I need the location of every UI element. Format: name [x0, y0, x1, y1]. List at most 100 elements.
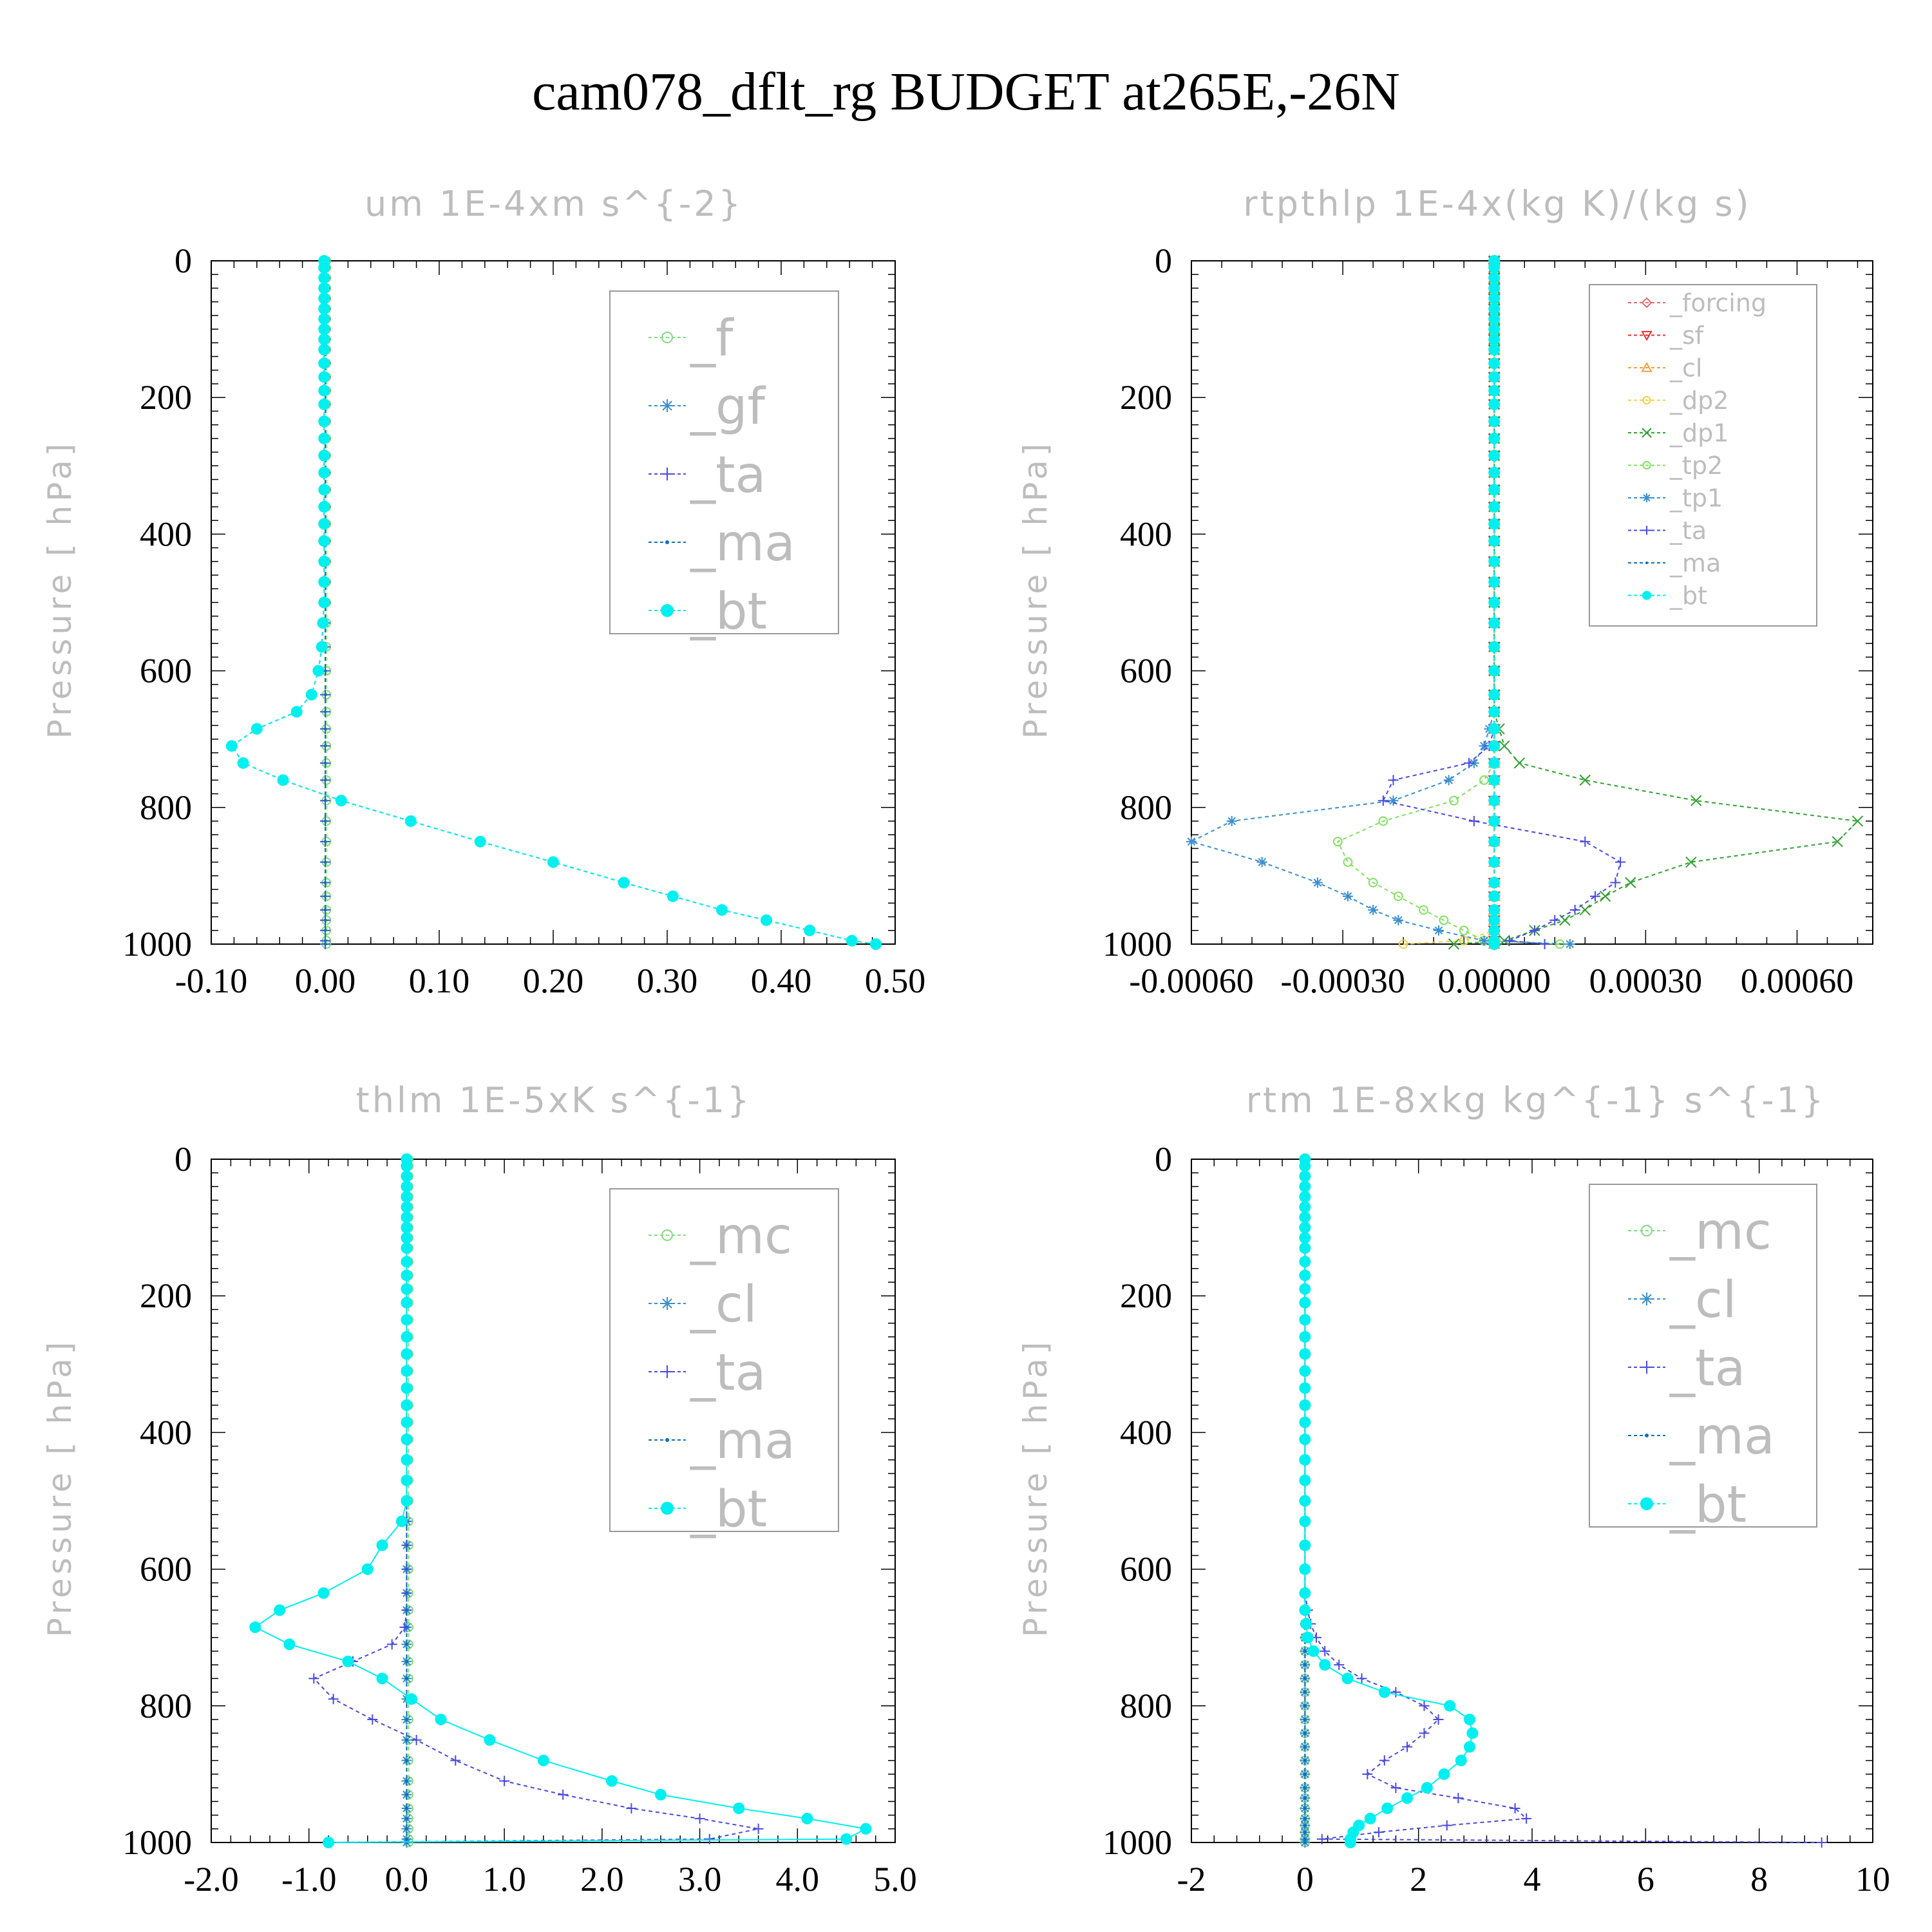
data-point — [1488, 466, 1501, 478]
legend-marker — [1642, 591, 1651, 600]
data-point — [1299, 1180, 1311, 1193]
legend-box — [609, 1188, 839, 1532]
data-point — [1488, 835, 1501, 848]
data-point — [1488, 555, 1501, 567]
data-point — [323, 799, 327, 802]
data-point — [1299, 1211, 1311, 1224]
data-point — [1299, 1269, 1311, 1282]
x-tick-label: -2.0 — [184, 1860, 238, 1899]
legend-marker — [1642, 526, 1651, 535]
data-point — [1488, 371, 1501, 383]
y-tick-label: 0 — [1155, 1140, 1172, 1179]
data-point — [405, 1827, 408, 1831]
x-tick-label: -0.00060 — [1129, 961, 1253, 1000]
data-point — [317, 617, 329, 629]
x-tick-label: -0.00030 — [1280, 961, 1405, 1000]
data-point — [1685, 856, 1697, 868]
data-point — [1307, 1645, 1320, 1657]
data-point — [1488, 500, 1501, 513]
data-point — [1488, 272, 1501, 284]
data-point — [1299, 1191, 1311, 1203]
data-point — [318, 255, 330, 267]
data-point — [323, 727, 327, 731]
x-tick-label: 3.0 — [678, 1860, 722, 1899]
data-point — [1303, 1837, 1307, 1841]
data-point — [1599, 891, 1611, 902]
data-point — [1303, 1718, 1307, 1721]
data-point — [1464, 757, 1475, 768]
data-point — [499, 1776, 510, 1786]
data-point — [1332, 837, 1343, 847]
data-point — [733, 1802, 745, 1814]
data-point — [1312, 877, 1323, 888]
data-point — [323, 929, 327, 933]
data-point — [1381, 1802, 1394, 1814]
data-point — [1488, 890, 1501, 902]
data-point — [1488, 596, 1501, 609]
data-point — [860, 1823, 872, 1835]
data-point — [1504, 935, 1515, 946]
data-point — [1334, 1660, 1345, 1671]
legend-marker — [1641, 297, 1653, 308]
data-point — [323, 1837, 335, 1848]
data-point — [405, 1676, 408, 1680]
data-point — [401, 1434, 413, 1446]
legend-box — [1589, 284, 1817, 627]
data-point — [318, 371, 330, 383]
data-point — [1299, 1153, 1311, 1165]
panel-title: thlm 1E-5xK s^{-1} — [356, 1080, 752, 1121]
data-point — [1299, 1474, 1311, 1486]
data-point — [869, 938, 882, 950]
data-point — [1488, 518, 1501, 530]
data-point — [323, 895, 327, 898]
data-point — [1378, 816, 1388, 826]
data-point — [1444, 1700, 1456, 1712]
panel-um: um 1E-4xm s^{-2} Pressure [ hPa] 0 200 400… — [41, 184, 925, 1000]
data-point — [1510, 1803, 1520, 1814]
data-point — [1299, 1201, 1311, 1213]
data-point — [1488, 357, 1501, 370]
data-point — [1488, 904, 1501, 916]
y-tick-label: 1000 — [122, 925, 192, 963]
data-point — [1299, 1256, 1311, 1268]
data-point — [1390, 1687, 1401, 1698]
y-tick-label: 400 — [140, 515, 192, 553]
data-point — [558, 1789, 569, 1800]
data-point — [1455, 1754, 1467, 1766]
data-point — [1299, 1563, 1311, 1575]
data-point — [694, 1813, 705, 1824]
data-point — [1421, 1782, 1433, 1794]
y-axis-label: Pressure [ hPa] — [1017, 1338, 1054, 1638]
data-point — [1488, 576, 1501, 588]
x-tick-label: 6 — [1637, 1860, 1654, 1899]
data-point — [474, 835, 486, 848]
series-bt — [1299, 1153, 1479, 1848]
data-point — [1299, 1416, 1311, 1428]
data-point — [323, 840, 327, 844]
data-point — [323, 744, 327, 748]
data-point — [405, 1817, 408, 1821]
data-point — [1479, 775, 1489, 785]
legend-label: _cl — [1669, 1271, 1737, 1329]
x-tick-label: 4.0 — [776, 1860, 820, 1899]
x-tick-label: 0.00030 — [1589, 961, 1703, 1000]
data-point — [401, 1283, 413, 1295]
legend-label: _ta — [1669, 1340, 1745, 1397]
data-point — [225, 740, 238, 752]
data-point — [1303, 1745, 1307, 1748]
data-point — [318, 313, 330, 325]
data-point — [1299, 1283, 1311, 1295]
data-point — [1299, 1539, 1311, 1551]
data-point — [411, 1734, 422, 1745]
x-tick-label: 0.00060 — [1741, 961, 1854, 1000]
y-tick-label: 400 — [1120, 515, 1172, 553]
data-point — [1303, 1817, 1307, 1821]
data-point — [318, 303, 330, 315]
y-tick-label: 1000 — [1103, 1823, 1172, 1862]
data-point — [618, 876, 630, 889]
data-point — [386, 1639, 397, 1650]
data-point — [1303, 1676, 1307, 1680]
legend-marker — [1640, 1361, 1653, 1374]
legend-marker — [1642, 493, 1651, 502]
data-point — [1319, 1659, 1331, 1671]
